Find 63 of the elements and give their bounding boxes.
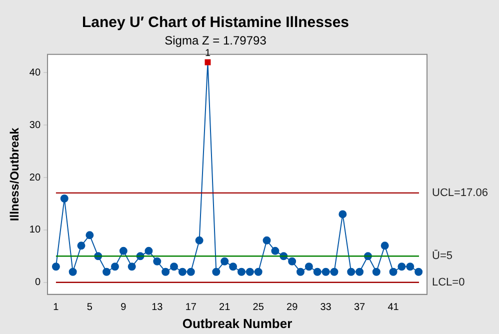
point: [170, 262, 178, 271]
point: [153, 257, 162, 266]
point: [86, 231, 94, 240]
point: [229, 262, 238, 271]
x-tick-label: 13: [152, 302, 164, 314]
point: [220, 257, 229, 266]
point: [347, 268, 356, 276]
point: [52, 262, 60, 271]
ref-line-label: Ū=5: [432, 249, 452, 262]
x-tick-label: 25: [252, 302, 264, 314]
point: [195, 236, 204, 244]
y-tick-label: 40: [29, 67, 41, 78]
point: [304, 262, 313, 271]
y-axis-title: Illness/Outbreak: [8, 127, 22, 222]
ref-line-label: UCL=17.06: [432, 186, 488, 199]
point: [330, 268, 338, 276]
y-tick-label: 0: [34, 277, 41, 288]
x-tick-label: 33: [320, 302, 332, 314]
x-tick-label: 9: [120, 302, 127, 314]
point: [313, 268, 322, 276]
point: [186, 268, 195, 276]
point: [271, 246, 280, 255]
point: [110, 262, 119, 271]
point: [212, 268, 220, 276]
x-tick-label: 1: [53, 302, 60, 314]
x-tick-label: 17: [185, 302, 197, 314]
x-tick-label: 21: [219, 302, 231, 314]
y-tick-label: 20: [29, 172, 41, 184]
point: [398, 262, 406, 271]
point: [102, 268, 111, 276]
point: [296, 268, 305, 276]
chart-subtitle: Sigma Z = 1.79793: [164, 34, 267, 48]
annotation: 1: [204, 48, 211, 60]
point: [128, 262, 136, 271]
point: [406, 262, 414, 271]
point: [322, 268, 330, 276]
point: [178, 268, 186, 276]
point: [356, 268, 364, 276]
x-tick-label: 41: [388, 302, 400, 314]
point: [144, 246, 153, 255]
point: [60, 194, 68, 203]
point: [246, 268, 254, 276]
point: [414, 268, 423, 276]
chart-title: Laney U′ Chart of Histamine Illnesses: [82, 14, 350, 32]
point: [254, 268, 262, 276]
point: [372, 268, 380, 276]
point: [288, 257, 296, 266]
point: [68, 268, 77, 276]
y-tick-label: 10: [29, 224, 41, 236]
point: [119, 246, 128, 255]
ref-line-label: LCL=0: [432, 276, 465, 288]
point: [237, 268, 246, 276]
x-tick-label: 29: [286, 302, 298, 314]
point: [389, 268, 398, 276]
x-axis-title: Outbreak Number: [182, 316, 292, 331]
point: [380, 242, 389, 250]
point: [338, 210, 347, 218]
y-tick-label: 30: [29, 120, 41, 131]
x-tick-label: 37: [354, 302, 366, 314]
point: [162, 268, 170, 276]
point: [262, 236, 271, 244]
x-tick-label: 5: [86, 302, 93, 314]
point: [77, 242, 86, 250]
